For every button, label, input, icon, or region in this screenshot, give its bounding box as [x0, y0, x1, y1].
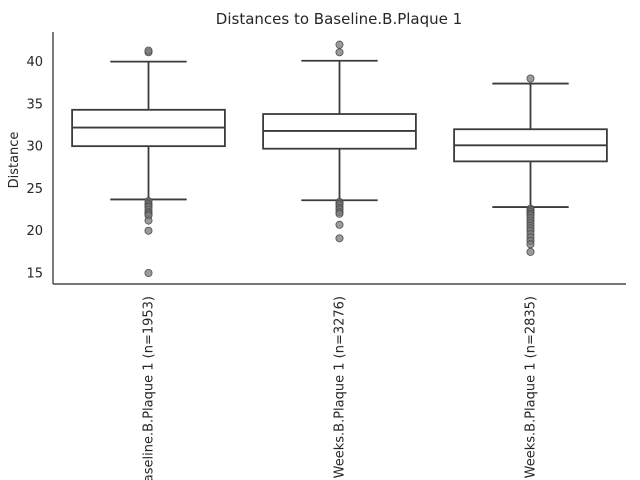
y-tick-label: 20 [26, 224, 43, 239]
y-tick-label: 25 [26, 182, 43, 197]
outlier-point [144, 226, 153, 235]
y-axis-label: Distance [7, 132, 22, 189]
outlier-point [144, 216, 153, 225]
y-tick-label: 15 [26, 267, 43, 282]
x-category-label: Weeks.B.Plaque 1 (n=3276) [333, 296, 348, 478]
plot-area: 15 20 25 30 35 40 Baseline.B.Plaque 1 (n=1953)… [26, 32, 626, 480]
outlier-point [526, 247, 535, 256]
outlier-point [526, 74, 535, 83]
x-category-label: Baseline.B.Plaque 1 (n=1953) [142, 296, 157, 480]
y-tick-label: 40 [26, 55, 43, 70]
outlier-point [144, 269, 153, 278]
outlier-point [335, 40, 344, 49]
outlier-point [335, 209, 344, 218]
y-tick-label: 35 [26, 97, 43, 112]
outlier-point [335, 48, 344, 57]
outlier-point [526, 240, 535, 249]
x-category-label: Weeks.B.Plaque 1 (n=2835) [524, 296, 539, 478]
outlier-point [335, 220, 344, 229]
outlier-point [144, 46, 153, 55]
outlier-point [335, 234, 344, 243]
y-tick-label: 30 [26, 140, 43, 155]
chart-title: Distances to Baseline.B.Plaque 1 [216, 10, 462, 28]
